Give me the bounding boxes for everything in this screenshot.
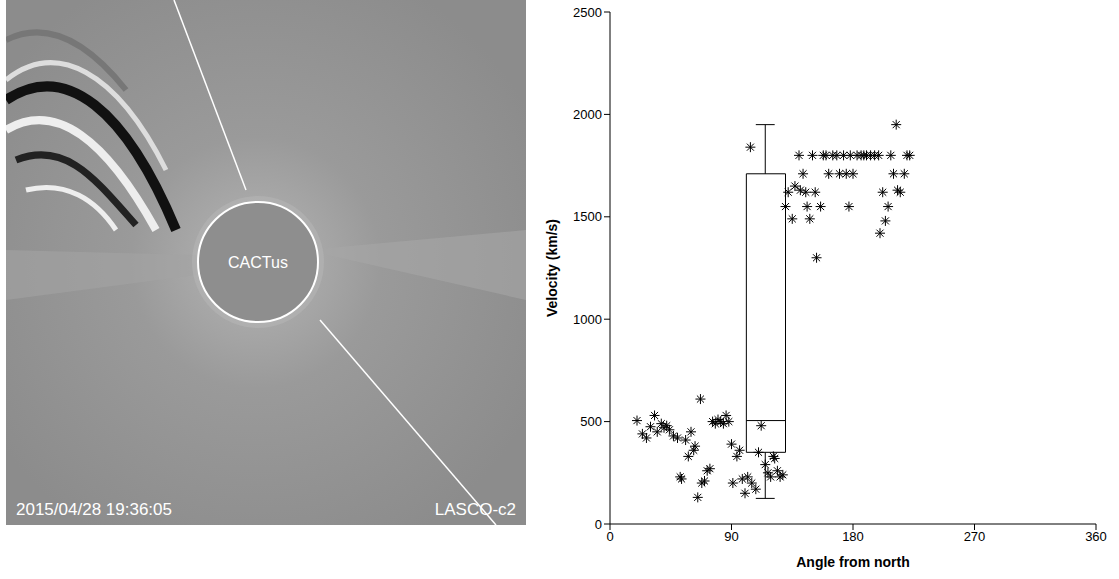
svg-text:90: 90 (724, 529, 738, 544)
svg-text:1000: 1000 (573, 312, 602, 327)
svg-text:500: 500 (580, 414, 602, 429)
svg-text:2015/04/28 19:36:05: 2015/04/28 19:36:05 (16, 500, 172, 519)
svg-text:270: 270 (964, 529, 986, 544)
svg-text:2000: 2000 (573, 107, 602, 122)
svg-text:Angle from north: Angle from north (796, 554, 910, 570)
svg-text:0: 0 (595, 517, 602, 532)
svg-text:360: 360 (1085, 529, 1107, 544)
svg-text:CACTus: CACTus (228, 254, 288, 271)
svg-text:180: 180 (842, 529, 864, 544)
svg-text:LASCO-c2: LASCO-c2 (435, 500, 516, 519)
svg-text:1500: 1500 (573, 209, 602, 224)
svg-text:0: 0 (606, 529, 613, 544)
svg-text:2500: 2500 (573, 5, 602, 20)
svg-text:Velocity (km/s): Velocity (km/s) (544, 219, 560, 317)
